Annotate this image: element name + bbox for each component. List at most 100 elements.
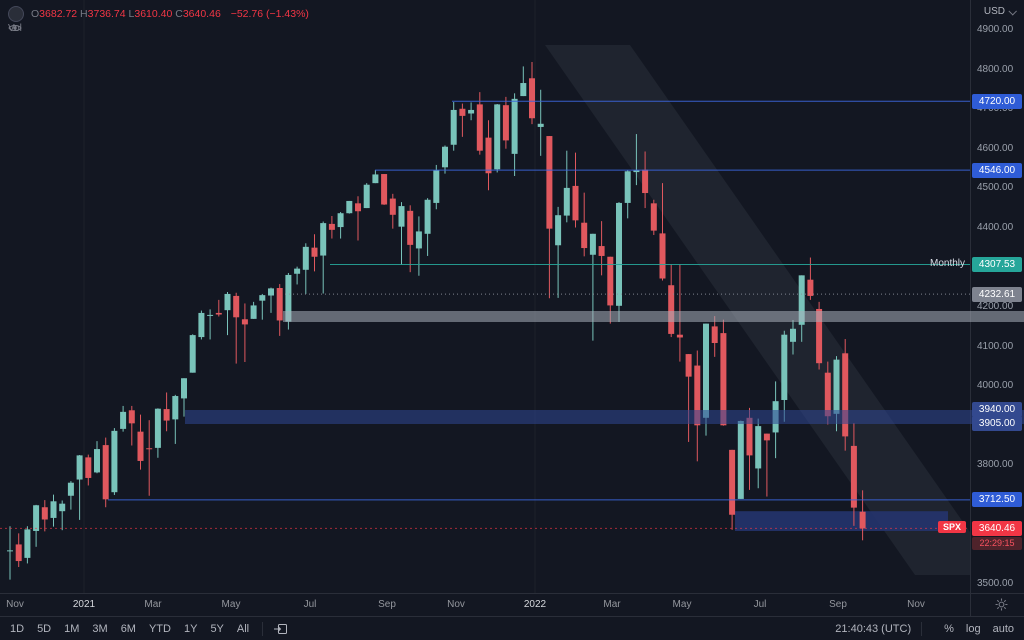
candle-body (346, 200, 353, 214)
candle-body (563, 187, 570, 216)
range-button-5y[interactable]: 5Y (210, 622, 224, 635)
candle-body (729, 449, 736, 515)
price-chart-canvas[interactable]: O3682.72 H3736.74 L3610.40 C3640.46 −52.… (0, 0, 970, 593)
symbol-price-tag: SPX (938, 521, 967, 534)
candle-body (224, 293, 231, 311)
candle-body (398, 206, 405, 227)
candle-body (685, 354, 692, 377)
range-button-3m[interactable]: 3M (92, 622, 108, 635)
candle-body (15, 544, 22, 562)
candle-body (328, 223, 335, 230)
candle-body (50, 501, 57, 518)
range-button-1y[interactable]: 1Y (183, 622, 198, 635)
candle-body (111, 430, 118, 493)
candle-body (633, 170, 640, 173)
time-tick-label: 2021 (72, 599, 96, 610)
gear-icon[interactable] (995, 598, 1008, 616)
ohlc-value: 3682.72 (39, 8, 81, 20)
candle-body (7, 550, 13, 552)
price-axis-badge: 4232.61 (972, 286, 1022, 302)
candle-body (546, 136, 553, 229)
candle-body (415, 231, 422, 249)
range-button-5d[interactable]: 5D (37, 622, 52, 635)
currency-selector[interactable]: USD (983, 6, 1017, 17)
go-to-date-icon[interactable] (273, 622, 288, 636)
ohlc-value: 3640.46 (182, 8, 224, 20)
price-tick-label: 4200.00 (977, 301, 1014, 312)
candle-body (181, 378, 187, 399)
price-axis-badge: 4546.00 (972, 162, 1022, 178)
candle-body (659, 233, 666, 279)
candlestick-chart[interactable] (0, 0, 970, 593)
range-buttons-group: 1D 5D 1M 3M 6M YTD 1Y 5Y All (10, 621, 288, 636)
candle-body (485, 137, 492, 174)
trend-channel-shading (545, 45, 970, 575)
ohlc-key: H (80, 8, 88, 20)
chevron-down-icon (1008, 6, 1017, 16)
range-button-all[interactable]: All (236, 622, 250, 635)
scale-toggle-auto[interactable]: auto (992, 622, 1014, 635)
candle-body (85, 457, 92, 478)
candle-body (59, 503, 66, 512)
price-axis-badge: 3940.00 (972, 402, 1022, 418)
candle-body (433, 170, 440, 203)
candle-body (207, 314, 214, 316)
range-button-1m[interactable]: 1M (64, 622, 80, 635)
candle-body (798, 275, 805, 325)
candle-body (24, 529, 31, 558)
ohlc-value: 3736.74 (87, 8, 129, 20)
candle-body (320, 223, 327, 256)
time-tick-label: Nov (447, 599, 465, 610)
candle-body (94, 449, 100, 473)
candle-body (120, 411, 127, 429)
scale-toggle-percent[interactable]: % (944, 622, 954, 635)
time-tick-label: May (672, 599, 692, 610)
candle-body (146, 448, 153, 450)
candle-body (302, 246, 309, 270)
toolbar-divider (262, 621, 264, 636)
candle-body (468, 109, 475, 114)
candle-body (33, 505, 40, 531)
candle-body (703, 323, 709, 418)
candle-body (807, 279, 814, 296)
candle-body (163, 409, 170, 421)
candle-body (424, 199, 431, 234)
range-button-1d[interactable]: 1D (10, 622, 25, 635)
ohlc-legend: O3682.72 H3736.74 L3610.40 C3640.46 −52.… (8, 6, 309, 22)
price-tick-label: 3500.00 (977, 578, 1014, 589)
price-band (185, 409, 1024, 424)
price-tick-label: 4900.00 (977, 24, 1014, 35)
time-tick-label: Sep (829, 599, 847, 610)
range-button-ytd[interactable]: YTD (148, 622, 171, 635)
ohlc-values: O3682.72 H3736.74 L3610.40 C3640.46 (31, 8, 224, 20)
candle-body (311, 247, 318, 257)
candle-body (294, 268, 301, 274)
candle-body (859, 511, 866, 529)
currency-label: USD (983, 6, 1005, 17)
candle-body (241, 319, 248, 325)
candle-body (76, 455, 83, 480)
candle-body (694, 365, 701, 426)
price-tick-label: 3800.00 (977, 459, 1014, 471)
symbol-icon[interactable] (8, 6, 24, 22)
price-axis-badge: 3640.46 (972, 520, 1022, 536)
candle-body (285, 274, 292, 322)
time-axis[interactable]: Nov 2021 Mar May Jul Sep Nov 2022 Mar May Jul Sep No… (0, 593, 1024, 616)
candle-body (781, 334, 788, 400)
candle-body (624, 171, 631, 203)
scale-toggle-log[interactable]: log (965, 622, 981, 635)
candle-body (668, 285, 675, 334)
candle-body (442, 146, 448, 168)
scale-controls-group: 21:40:43 (UTC) % log auto (835, 621, 1014, 636)
candle-body (459, 108, 466, 116)
axis-corner-divider (970, 594, 971, 616)
visibility-eye-icon[interactable] (8, 23, 22, 33)
price-tick-label: 4500.00 (977, 182, 1014, 194)
volume-legend-row: Vol (8, 23, 22, 34)
time-tick-label: 2022 (523, 599, 547, 610)
candle-body (494, 104, 501, 170)
range-button-6m[interactable]: 6M (120, 622, 136, 635)
toolbar-divider (921, 621, 923, 636)
candle-body (607, 256, 614, 306)
